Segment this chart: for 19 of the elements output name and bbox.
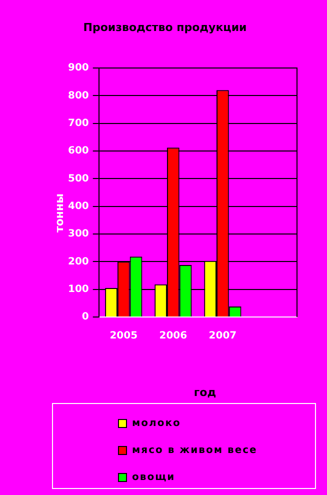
x-tick-label: 2007 [208, 330, 237, 342]
y-tick-label: 900 [68, 62, 89, 74]
y-tick-label: 600 [68, 146, 89, 157]
y-tick-label: 500 [68, 173, 89, 184]
x-axis-title: год [194, 386, 216, 399]
legend-label: мясо в живом весе [132, 445, 258, 456]
x-tick-label: 2005 [110, 330, 138, 342]
x-tick-label: 2006 [159, 330, 188, 342]
y-axis-title: тонны [52, 193, 66, 233]
y-tick-label: 400 [68, 200, 89, 212]
legend-label: молоко [132, 418, 181, 429]
legend-label: овощи [132, 472, 176, 483]
chart-title: Производство продукции [83, 20, 247, 34]
y-tick-label: 0 [82, 312, 89, 323]
y-tick-label: 100 [68, 284, 89, 295]
y-tick-label: 300 [68, 228, 89, 240]
y-tick-label: 200 [68, 256, 89, 268]
y-tick-label: 700 [68, 118, 89, 129]
y-tick-label: 800 [68, 90, 89, 102]
